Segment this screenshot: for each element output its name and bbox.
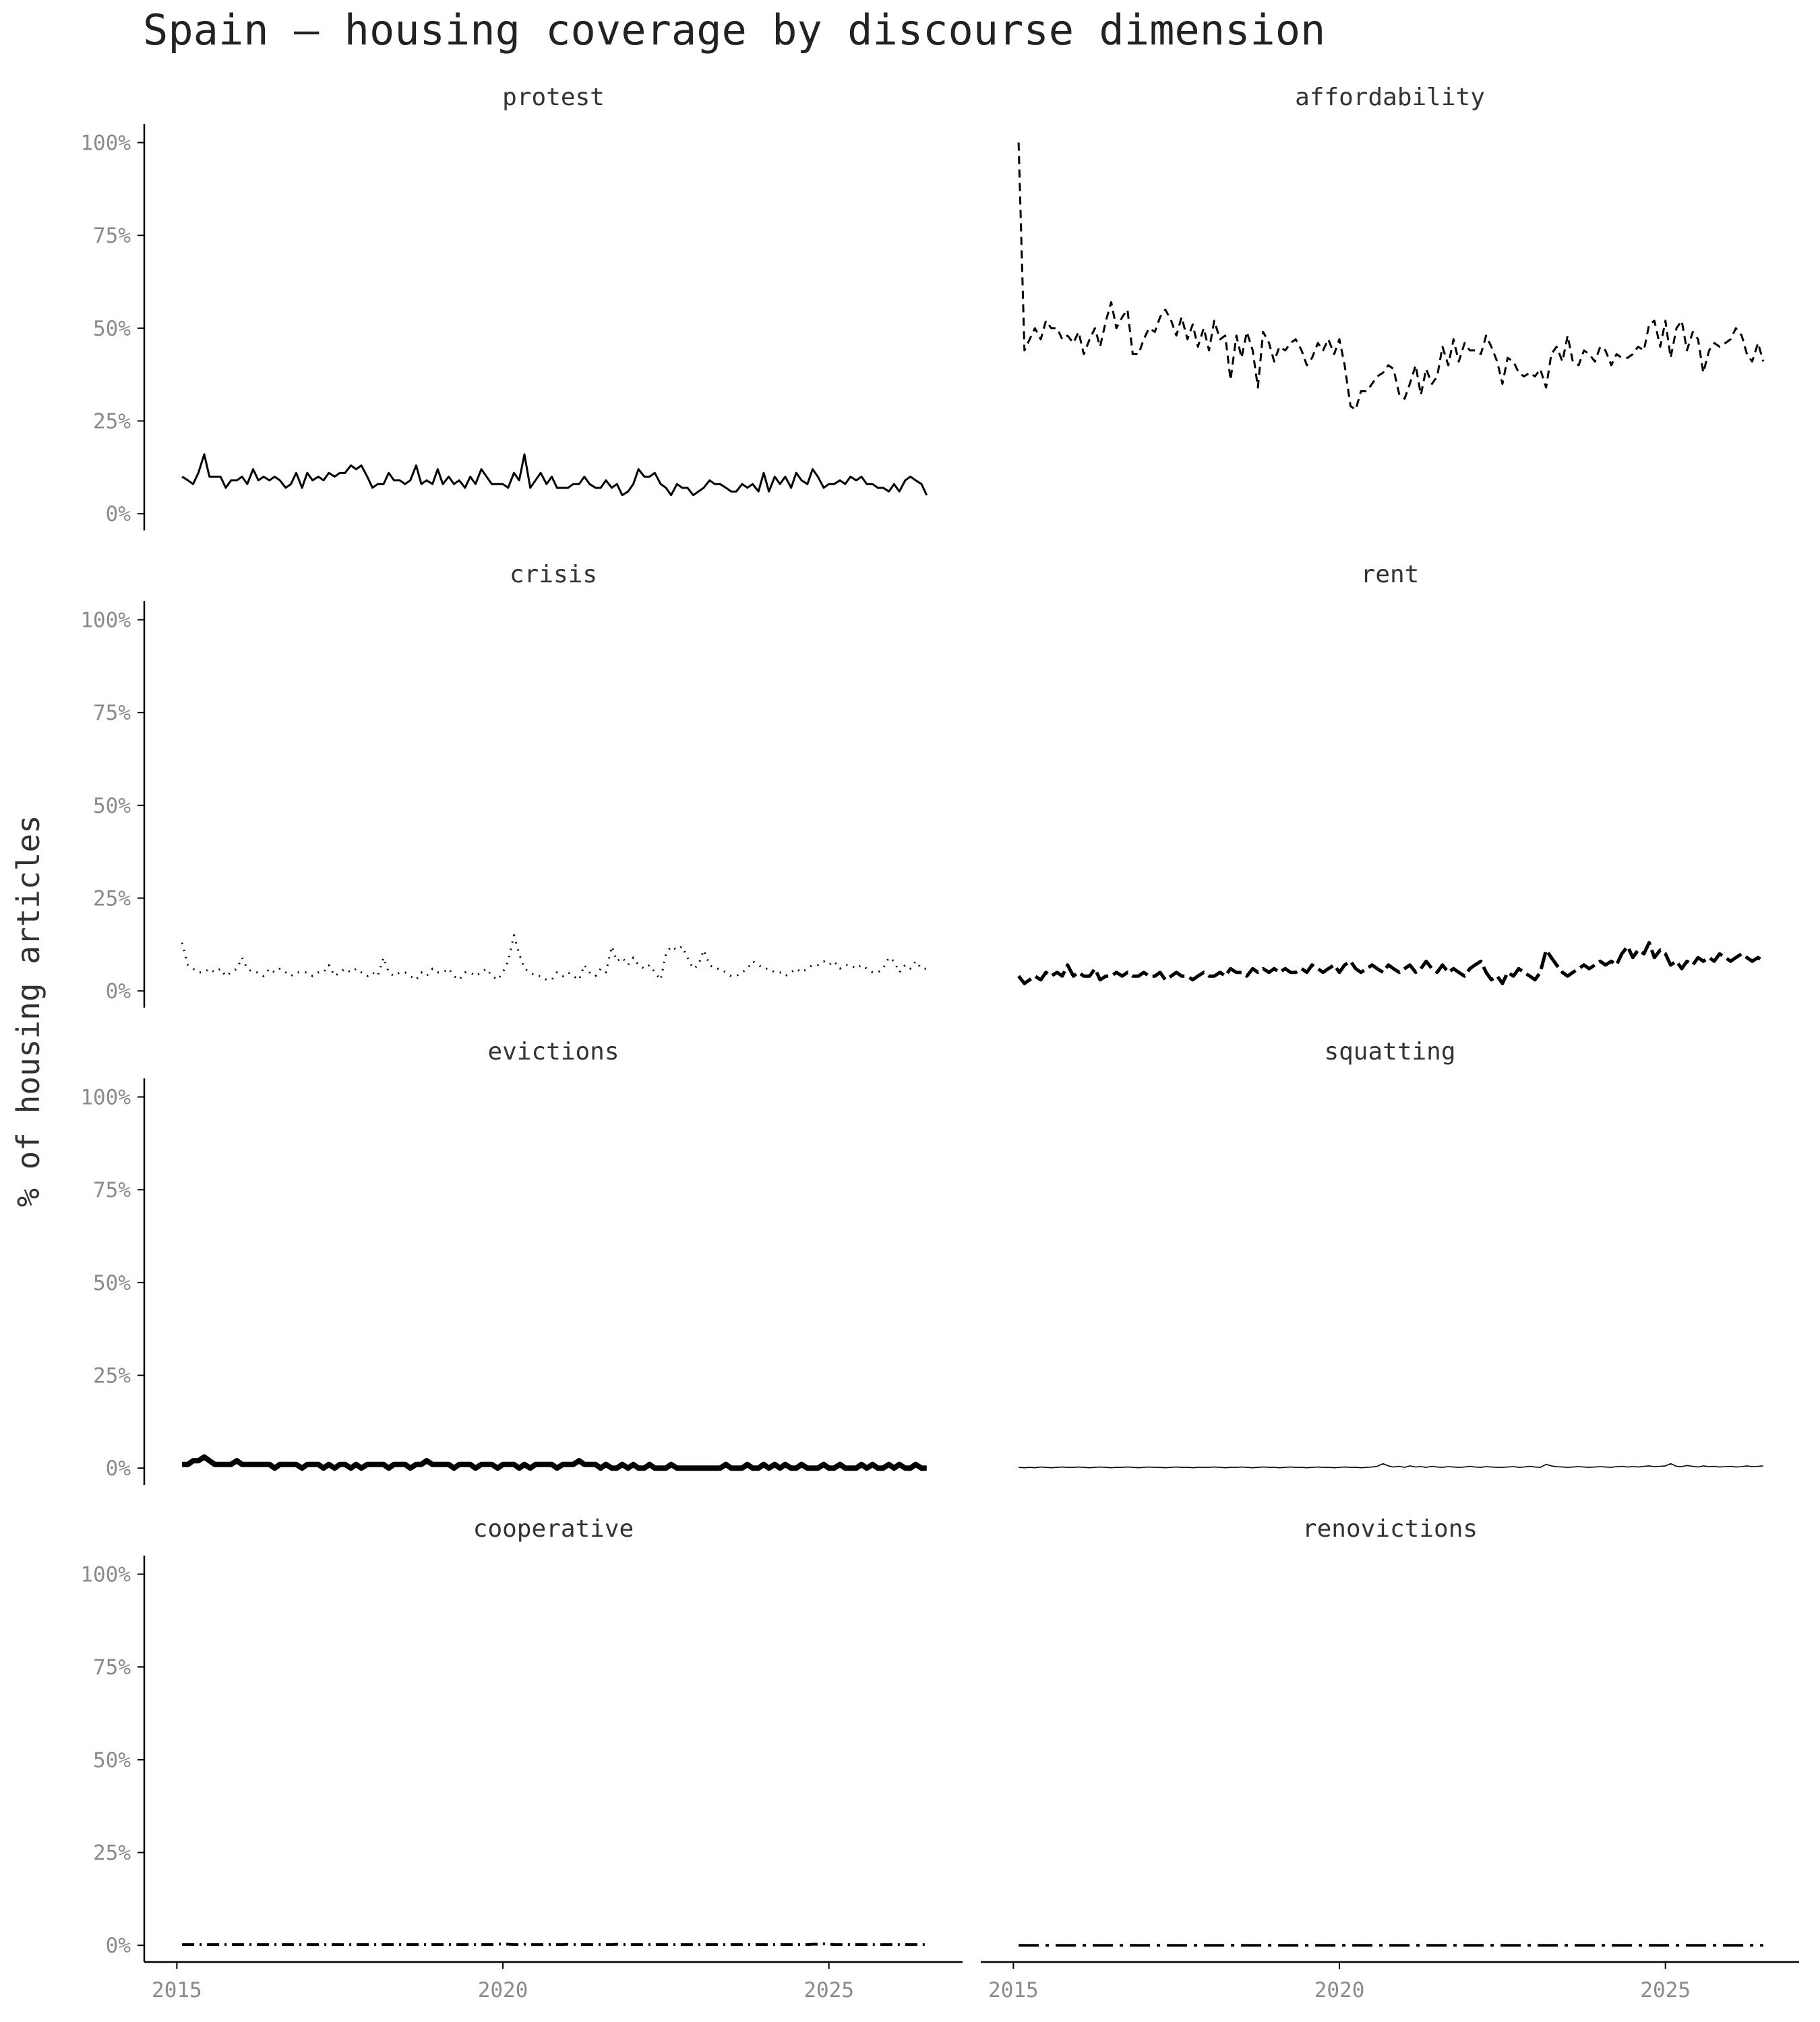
series-line (181, 453, 928, 497)
x-tick-label: 2015 (152, 1978, 202, 2002)
series-line (1017, 941, 1765, 985)
x-tick-label: 2025 (1640, 1978, 1691, 2002)
x-tick-label: 2020 (478, 1978, 528, 2002)
y-tick-label: 0% (106, 979, 131, 1004)
y-tick-label: 25% (93, 1364, 131, 1388)
series-line (1017, 142, 1765, 411)
facet-title: crisis (510, 561, 597, 588)
y-tick-label: 25% (93, 410, 131, 434)
series-line (181, 934, 927, 981)
y-axis-label: % of housing articles (10, 815, 47, 1207)
y-tick-label: 75% (93, 1655, 131, 1680)
facet-title: rent (1361, 561, 1420, 588)
y-tick-label: 75% (93, 1178, 131, 1202)
series-line (182, 1454, 927, 1471)
y-tick-label: 50% (93, 1271, 131, 1295)
y-tick-label: 50% (93, 794, 131, 818)
x-tick-label: 2020 (1314, 1978, 1365, 2002)
facet-title: evictions (487, 1038, 619, 1066)
y-tick-label: 100% (80, 131, 131, 156)
facet-title: squatting (1324, 1038, 1455, 1066)
x-tick-label: 2015 (988, 1978, 1039, 2002)
y-tick-label: 0% (106, 502, 131, 526)
facet-title: cooperative (473, 1515, 634, 1543)
y-tick-label: 75% (93, 701, 131, 725)
y-tick-label: 25% (93, 887, 131, 911)
y-tick-label: 100% (80, 1563, 131, 1587)
facet-title: renovictions (1302, 1515, 1478, 1543)
chart-title: Spain — housing coverage by discourse di… (143, 5, 1325, 55)
y-tick-label: 0% (106, 1934, 131, 1958)
y-tick-label: 50% (93, 317, 131, 341)
y-tick-label: 0% (106, 1457, 131, 1481)
y-tick-label: 50% (93, 1748, 131, 1773)
series-line (1019, 1463, 1763, 1469)
y-tick-label: 100% (80, 1086, 131, 1110)
y-tick-label: 75% (93, 224, 131, 248)
facet-title: protest (502, 84, 605, 111)
x-tick-label: 2025 (803, 1978, 854, 2002)
y-tick-label: 25% (93, 1841, 131, 1866)
facet-title: affordability (1295, 84, 1485, 111)
y-tick-label: 100% (80, 609, 131, 633)
